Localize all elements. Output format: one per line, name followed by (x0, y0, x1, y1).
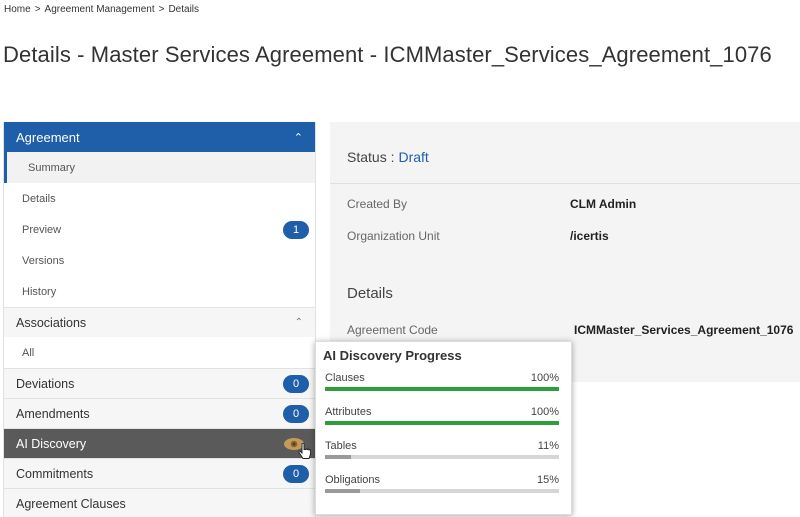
count-badge: 0 (283, 374, 309, 393)
divider (330, 183, 800, 184)
progress-fill (325, 387, 559, 391)
progress-fill (325, 489, 361, 493)
breadcrumb-separator: > (158, 4, 165, 15)
sidebar-item-versions[interactable]: Versions (4, 245, 315, 276)
sidebar-item-agreement-clauses[interactable]: Agreement Clauses (4, 488, 315, 517)
sidebar-item-all[interactable]: All (4, 337, 315, 368)
eye-icon[interactable] (283, 437, 305, 451)
progress-percent: 100% (530, 372, 559, 384)
status-value: Draft (398, 149, 429, 165)
page-title: Details - Master Services Agreement - IC… (3, 42, 772, 67)
sidebar-section-label: Amendments (16, 406, 90, 421)
sidebar-item-preview[interactable]: Preview 1 (4, 214, 315, 245)
agreement-code-label: Agreement Code (347, 323, 438, 337)
sidebar: Agreement ⌃ Summary Details Preview 1 Ve… (3, 122, 316, 517)
agreement-code-value: ICMMaster_Services_Agreement_1076 (574, 323, 794, 337)
sidebar-header-associations[interactable]: Associations ⌃ (4, 307, 315, 337)
created-by-value: CLM Admin (570, 197, 637, 211)
created-by-label: Created By (347, 197, 408, 211)
details-panel: Status : Draft Created By CLM Admin Organ… (330, 122, 800, 382)
details-section-title: Details (347, 285, 393, 302)
sidebar-item-ai-discovery[interactable]: AI Discovery (4, 428, 315, 458)
sidebar-item-history[interactable]: History (4, 276, 315, 307)
org-unit-label: Organization Unit (347, 229, 440, 243)
popup-title: AI Discovery Progress (323, 348, 462, 363)
count-badge: 0 (283, 464, 309, 483)
progress-percent: 11% (537, 440, 559, 452)
progress-track (325, 387, 559, 391)
progress-percent: 15% (536, 474, 559, 486)
progress-label: Obligations (325, 474, 381, 486)
progress-item-clauses: Clauses 100% (325, 372, 559, 391)
breadcrumb-home[interactable]: Home (4, 4, 31, 15)
org-unit-value: /icertis (570, 229, 609, 243)
progress-track (325, 489, 559, 493)
sidebar-section-label: Commitments (16, 466, 94, 481)
sidebar-item-amendments[interactable]: Amendments 0 (4, 398, 315, 428)
sidebar-item-deviations[interactable]: Deviations 0 (4, 368, 315, 398)
sidebar-item-label: History (22, 285, 57, 298)
chevron-up-icon[interactable]: ⌃ (294, 317, 303, 328)
sidebar-section-label: Associations (16, 315, 87, 330)
progress-item-obligations: Obligations 15% (325, 474, 559, 493)
chevron-up-icon[interactable]: ⌃ (293, 131, 303, 144)
sidebar-item-commitments[interactable]: Commitments 0 (4, 458, 315, 488)
sidebar-item-label: All (22, 346, 35, 359)
progress-percent: 100% (530, 406, 559, 418)
sidebar-item-summary[interactable]: Summary (4, 152, 315, 183)
progress-fill (325, 421, 559, 425)
progress-label: Attributes (325, 406, 372, 418)
progress-item-tables: Tables 11% (325, 440, 559, 459)
hand-cursor-icon (298, 443, 311, 459)
sidebar-section-label: Agreement Clauses (16, 496, 126, 511)
progress-label: Clauses (325, 372, 365, 384)
sidebar-item-label: Preview (22, 223, 62, 236)
progress-label: Tables (325, 440, 357, 452)
progress-fill (325, 455, 351, 459)
breadcrumb: Home > Agreement Management > Details (4, 4, 199, 15)
breadcrumb-separator: > (34, 4, 41, 15)
ai-discovery-progress-popup: AI Discovery Progress Clauses 100% Attrib… (315, 341, 572, 515)
count-badge: 0 (283, 404, 309, 423)
progress-track (325, 421, 559, 425)
sidebar-header-agreement[interactable]: Agreement ⌃ (4, 122, 315, 152)
sidebar-item-details[interactable]: Details (4, 183, 315, 214)
progress-track (325, 455, 559, 459)
status-row: Status : Draft (347, 149, 429, 165)
count-badge: 1 (283, 220, 309, 239)
breadcrumb-agreement-management[interactable]: Agreement Management (44, 4, 155, 15)
sidebar-item-label: Details (22, 192, 56, 205)
progress-item-attributes: Attributes 100% (325, 406, 559, 425)
sidebar-header-label: Agreement (16, 129, 80, 145)
sidebar-section-label: Deviations (16, 376, 75, 391)
sidebar-item-label: Versions (22, 254, 65, 267)
sidebar-section-label: AI Discovery (16, 436, 87, 451)
status-label: Status : (347, 149, 395, 165)
breadcrumb-details: Details (168, 4, 200, 15)
sidebar-item-label: Summary (28, 161, 76, 174)
